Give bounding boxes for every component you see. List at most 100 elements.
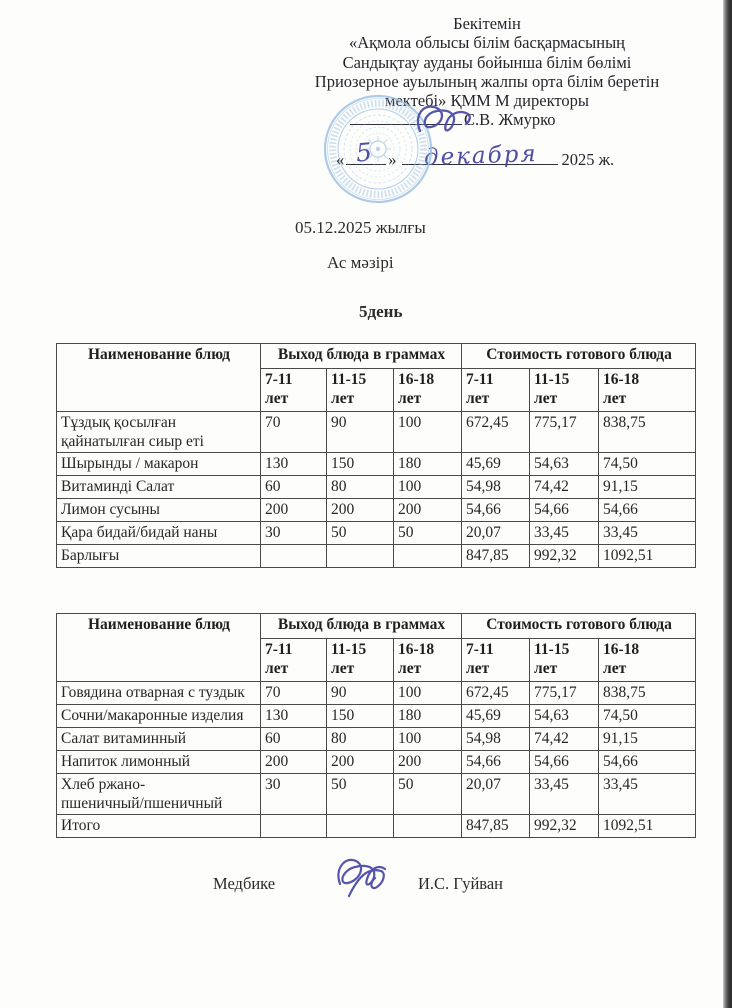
scan-edge-artifact <box>723 0 732 1008</box>
col-header-age: 11-15 лет <box>529 368 600 412</box>
age-unit: лет <box>265 660 289 677</box>
value-cell: 30 <box>260 521 327 545</box>
age-range: 7-11 <box>466 371 494 388</box>
table-header-row: Наименование блюд Выход блюда в граммах … <box>56 343 697 412</box>
approval-block: Бекітемін «Ақмола облысы білім басқармас… <box>252 14 722 110</box>
footer-role-label: Медбике <box>213 874 276 893</box>
age-range: 7-11 <box>466 641 494 658</box>
col-header-age: 16-18 лет <box>598 368 697 412</box>
value-cell: 50 <box>392 773 463 815</box>
value-cell: 54,98 <box>461 475 531 499</box>
value-cell <box>260 814 327 838</box>
value-cell: 45,69 <box>461 704 531 728</box>
table-row: Итого 847,85 992,32 1092,51 <box>56 814 697 838</box>
age-range: 16-18 <box>398 371 435 388</box>
age-range: 11-15 <box>534 641 570 658</box>
month-underline <box>401 148 558 165</box>
value-cell: 150 <box>326 704 394 728</box>
col-header-age: 7-11 лет <box>461 368 531 412</box>
table-row: Говядина отварная с туздык 70 90 100 672,45 7… <box>56 681 697 705</box>
approval-line: Приозерное ауылының жалпы орта білім бер… <box>314 71 660 91</box>
dish-name-cell: Хлеб ржано- пшеничный/пшеничный <box>56 773 261 815</box>
value-cell: 70 <box>260 681 327 705</box>
value-cell: 180 <box>392 704 463 728</box>
approval-line: мектебі» ҚММ М директоры <box>385 91 589 111</box>
age-unit: лет <box>603 390 627 407</box>
value-cell <box>392 544 463 568</box>
value-cell: 54,66 <box>598 750 697 774</box>
value-cell: 200 <box>392 498 463 522</box>
menu-table-kazakh: Наименование блюд Выход блюда в граммах … <box>56 343 697 568</box>
value-cell: 74,42 <box>529 727 600 751</box>
age-unit: лет <box>331 660 355 677</box>
close-quote: » <box>388 150 397 169</box>
age-range: 7-11 <box>265 371 293 388</box>
table-row: Барлығы 847,85 992,32 1092,51 <box>56 544 697 568</box>
value-cell: 130 <box>260 452 327 476</box>
value-cell: 775,17 <box>529 411 600 453</box>
approval-line: Сандықтау ауданы бойынша білім бөлімі <box>342 52 632 72</box>
value-cell: 672,45 <box>461 411 531 453</box>
dish-name-cell: Говядина отварная с туздык <box>56 681 261 705</box>
value-cell: 20,07 <box>461 521 531 545</box>
value-cell: 91,15 <box>598 475 697 499</box>
value-cell: 100 <box>392 411 463 453</box>
value-cell: 54,66 <box>529 750 600 774</box>
dish-name-cell: Салат витаминный <box>56 727 261 751</box>
table-row: Хлеб ржано- пшеничный/пшеничный 30 50 50 20,… <box>56 773 697 815</box>
value-cell: 847,85 <box>461 814 531 838</box>
col-header-age: 16-18 лет <box>598 638 697 682</box>
dish-name-cell: Итого <box>56 814 261 838</box>
col-header-age: 11-15 лет <box>326 638 394 682</box>
value-cell: 54,66 <box>461 750 531 774</box>
approval-date-line: « » 2025 ж. <box>336 148 614 170</box>
value-cell: 45,69 <box>461 452 531 476</box>
dish-name-cell: Барлығы <box>56 544 261 568</box>
value-cell: 180 <box>392 452 463 476</box>
value-cell: 60 <box>260 727 327 751</box>
value-cell: 1092,51 <box>598 814 697 838</box>
col-header-age: 16-18 лет <box>392 638 463 682</box>
col-group-output: Выход блюда в граммах <box>259 613 463 639</box>
age-unit: лет <box>265 390 289 407</box>
value-cell <box>260 544 327 568</box>
table-subheader-row: 7-11 лет 11-15 лет 16-18 лет 7-11 лет 11-15 л… <box>57 368 697 412</box>
value-cell: 1092,51 <box>598 544 697 568</box>
table-row: Витаминді Салат 60 80 100 54,98 74,42 91,15 <box>56 475 697 499</box>
age-unit: лет <box>398 390 422 407</box>
age-range: 11-15 <box>534 371 570 388</box>
dish-name-cell: Сочни/макаронные изделия <box>56 704 261 728</box>
table-row: Лимон сусыны 200 200 200 54,66 54,66 54,66 <box>56 498 697 522</box>
value-cell: 74,50 <box>598 704 697 728</box>
value-cell: 54,98 <box>461 727 531 751</box>
value-cell: 838,75 <box>598 681 697 705</box>
value-cell: 90 <box>326 411 394 453</box>
age-unit: лет <box>534 660 558 677</box>
dish-name-cell: Тұздық қосылған қайнатылған сиыр еті <box>56 411 261 453</box>
age-range: 16-18 <box>398 641 435 658</box>
dish-name-cell: Лимон сусыны <box>56 498 261 522</box>
value-cell: 70 <box>260 411 327 453</box>
table-row: Салат витаминный 60 80 100 54,98 74,42 91,15 <box>56 727 697 751</box>
age-unit: лет <box>534 390 558 407</box>
value-cell: 100 <box>392 681 463 705</box>
open-quote: « <box>336 150 345 169</box>
col-header-age: 7-11 лет <box>461 638 531 682</box>
age-range: 16-18 <box>603 371 640 388</box>
year-suffix: 2025 ж. <box>561 150 615 169</box>
value-cell: 992,32 <box>529 814 600 838</box>
value-cell: 200 <box>260 498 327 522</box>
value-cell: 30 <box>260 773 327 815</box>
value-cell: 90 <box>326 681 394 705</box>
value-cell <box>326 814 394 838</box>
footer-signer-name: И.С. Гуйван <box>418 874 504 893</box>
col-group-cost: Стоимость готового блюда <box>461 613 697 639</box>
age-unit: лет <box>466 390 490 407</box>
value-cell: 60 <box>260 475 327 499</box>
value-cell: 33,45 <box>598 521 697 545</box>
value-cell: 80 <box>326 727 394 751</box>
value-cell: 50 <box>392 521 463 545</box>
col-header-dish-name: Наименование блюд <box>56 613 261 682</box>
value-cell: 775,17 <box>529 681 600 705</box>
